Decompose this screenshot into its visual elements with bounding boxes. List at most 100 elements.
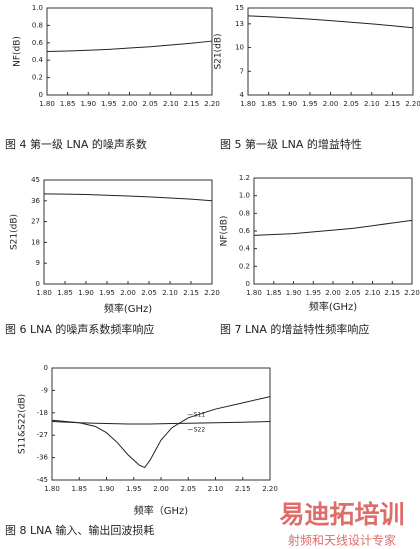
x-tick-label: 2.20 [405,100,420,108]
x-tick-label: 2.20 [262,485,278,493]
x-tick-label: 2.05 [343,100,359,108]
data-line [253,219,413,236]
y-tick-label: -27 [37,431,48,439]
x-tick-label: 2.05 [141,289,157,297]
series-label: S11 [194,411,206,418]
x-tick-label: 1.85 [71,485,87,493]
x-tick-label: 2.10 [365,289,381,297]
x-tick-label: 2.00 [120,289,136,297]
x-tick-label: 1.85 [57,289,73,297]
y-tick-label: 0.6 [32,39,44,47]
y-tick-label: 0.2 [239,262,250,270]
y-tick-label: 0 [39,91,43,99]
x-axis-label: 频率（GHz) [134,504,189,517]
x-tick-label: 1.85 [266,289,282,297]
y-tick-label: 13 [235,20,244,28]
watermark-subtitle: 射频和天线设计专家 [288,533,396,548]
data-line [46,40,213,52]
y-axis-label: NF(dB) [220,216,230,247]
data-line [51,421,271,425]
y-axis-label: S21(dB) [10,214,20,250]
x-tick-label: 1.80 [240,100,256,108]
y-tick-label: 0 [36,280,40,288]
x-tick-label: 2.05 [142,100,158,108]
y-tick-label: 0.4 [32,56,44,64]
x-tick-label: 1.85 [261,100,277,108]
x-tick-label: 1.95 [126,485,142,493]
watermark-title: 易迪拓培训 [279,500,404,529]
y-tick-label: 10 [235,44,244,52]
x-tick-label: 2.15 [184,100,200,108]
x-tick-label: 1.90 [78,289,94,297]
x-tick-label: 2.20 [204,289,220,297]
x-tick-label: 2.15 [235,485,251,493]
x-tick-label: 1.90 [80,100,96,108]
y-tick-label: 1.0 [32,4,43,12]
x-tick-label: 2.00 [153,485,169,493]
y-tick-label: 1.0 [239,192,250,200]
y-tick-label: 0.8 [32,21,43,29]
x-tick-label: 2.10 [208,485,224,493]
x-tick-label: 1.80 [44,485,60,493]
x-tick-label: 2.00 [323,100,339,108]
x-tick-label: 1.90 [286,289,302,297]
y-tick-label: 36 [31,197,40,205]
x-tick-label: 2.00 [325,289,341,297]
y-tick-label: -45 [37,476,48,484]
y-tick-label: 45 [31,176,40,184]
y-tick-label: 0 [44,364,48,372]
x-tick-label: 2.10 [364,100,380,108]
x-tick-label: 1.95 [101,100,117,108]
x-tick-label: 2.15 [385,100,401,108]
figure-caption: 图 4 第一级 LNA 的噪声系数 [5,137,147,151]
x-tick-label: 1.95 [305,289,321,297]
y-tick-label: 9 [36,259,40,267]
x-tick-label: 1.90 [281,100,297,108]
y-tick-label: 0.4 [239,245,251,253]
x-tick-label: 2.05 [345,289,361,297]
x-tick-label: 1.90 [99,485,115,493]
x-tick-label: 1.80 [246,289,262,297]
x-tick-label: 2.20 [204,100,220,108]
x-tick-label: 2.10 [162,289,178,297]
series-label: S22 [194,426,206,433]
figure-caption: 图 5 第一级 LNA 的增益特性 [220,137,362,151]
data-line [43,193,213,202]
x-tick-label: 2.05 [180,485,196,493]
x-tick-label: 1.95 [99,289,115,297]
y-tick-label: 27 [31,218,40,226]
y-tick-label: 1.2 [239,174,250,182]
y-tick-label: 7 [240,67,244,75]
y-axis-label: NF(dB) [13,36,23,67]
y-axis-label: S11&S22(dB) [18,394,28,454]
y-tick-label: -9 [41,386,48,394]
x-axis-label: 频率(GHz) [309,300,357,313]
x-tick-label: 1.80 [36,289,52,297]
x-tick-label: 1.80 [39,100,55,108]
figure-caption: 图 6 LNA 的噪声系数频率响应 [5,322,154,336]
x-tick-label: 1.95 [302,100,318,108]
y-tick-label: 0.6 [239,227,251,235]
data-line [247,15,414,29]
y-tick-label: -36 [37,454,49,462]
x-tick-label: 2.00 [122,100,138,108]
x-tick-label: 2.15 [384,289,400,297]
x-tick-label: 2.15 [183,289,199,297]
data-line [51,396,271,469]
y-tick-label: 18 [31,238,40,246]
y-tick-label: 15 [235,4,244,12]
figure-caption: 图 7 LNA 的增益特性频率响应 [220,322,369,336]
x-tick-label: 1.85 [60,100,76,108]
y-tick-label: 0.8 [239,209,250,217]
x-tick-label: 2.20 [404,289,420,297]
y-tick-label: -18 [37,409,48,417]
figure-caption: 图 8 LNA 输入、输出回波损耗 [5,523,154,537]
y-axis-label: S21(dB) [214,33,224,69]
x-tick-label: 2.10 [163,100,179,108]
y-tick-label: 4 [240,91,245,99]
x-axis-label: 频率(GHz) [104,302,152,315]
y-tick-label: 0 [246,280,250,288]
y-tick-label: 0.2 [32,74,43,82]
